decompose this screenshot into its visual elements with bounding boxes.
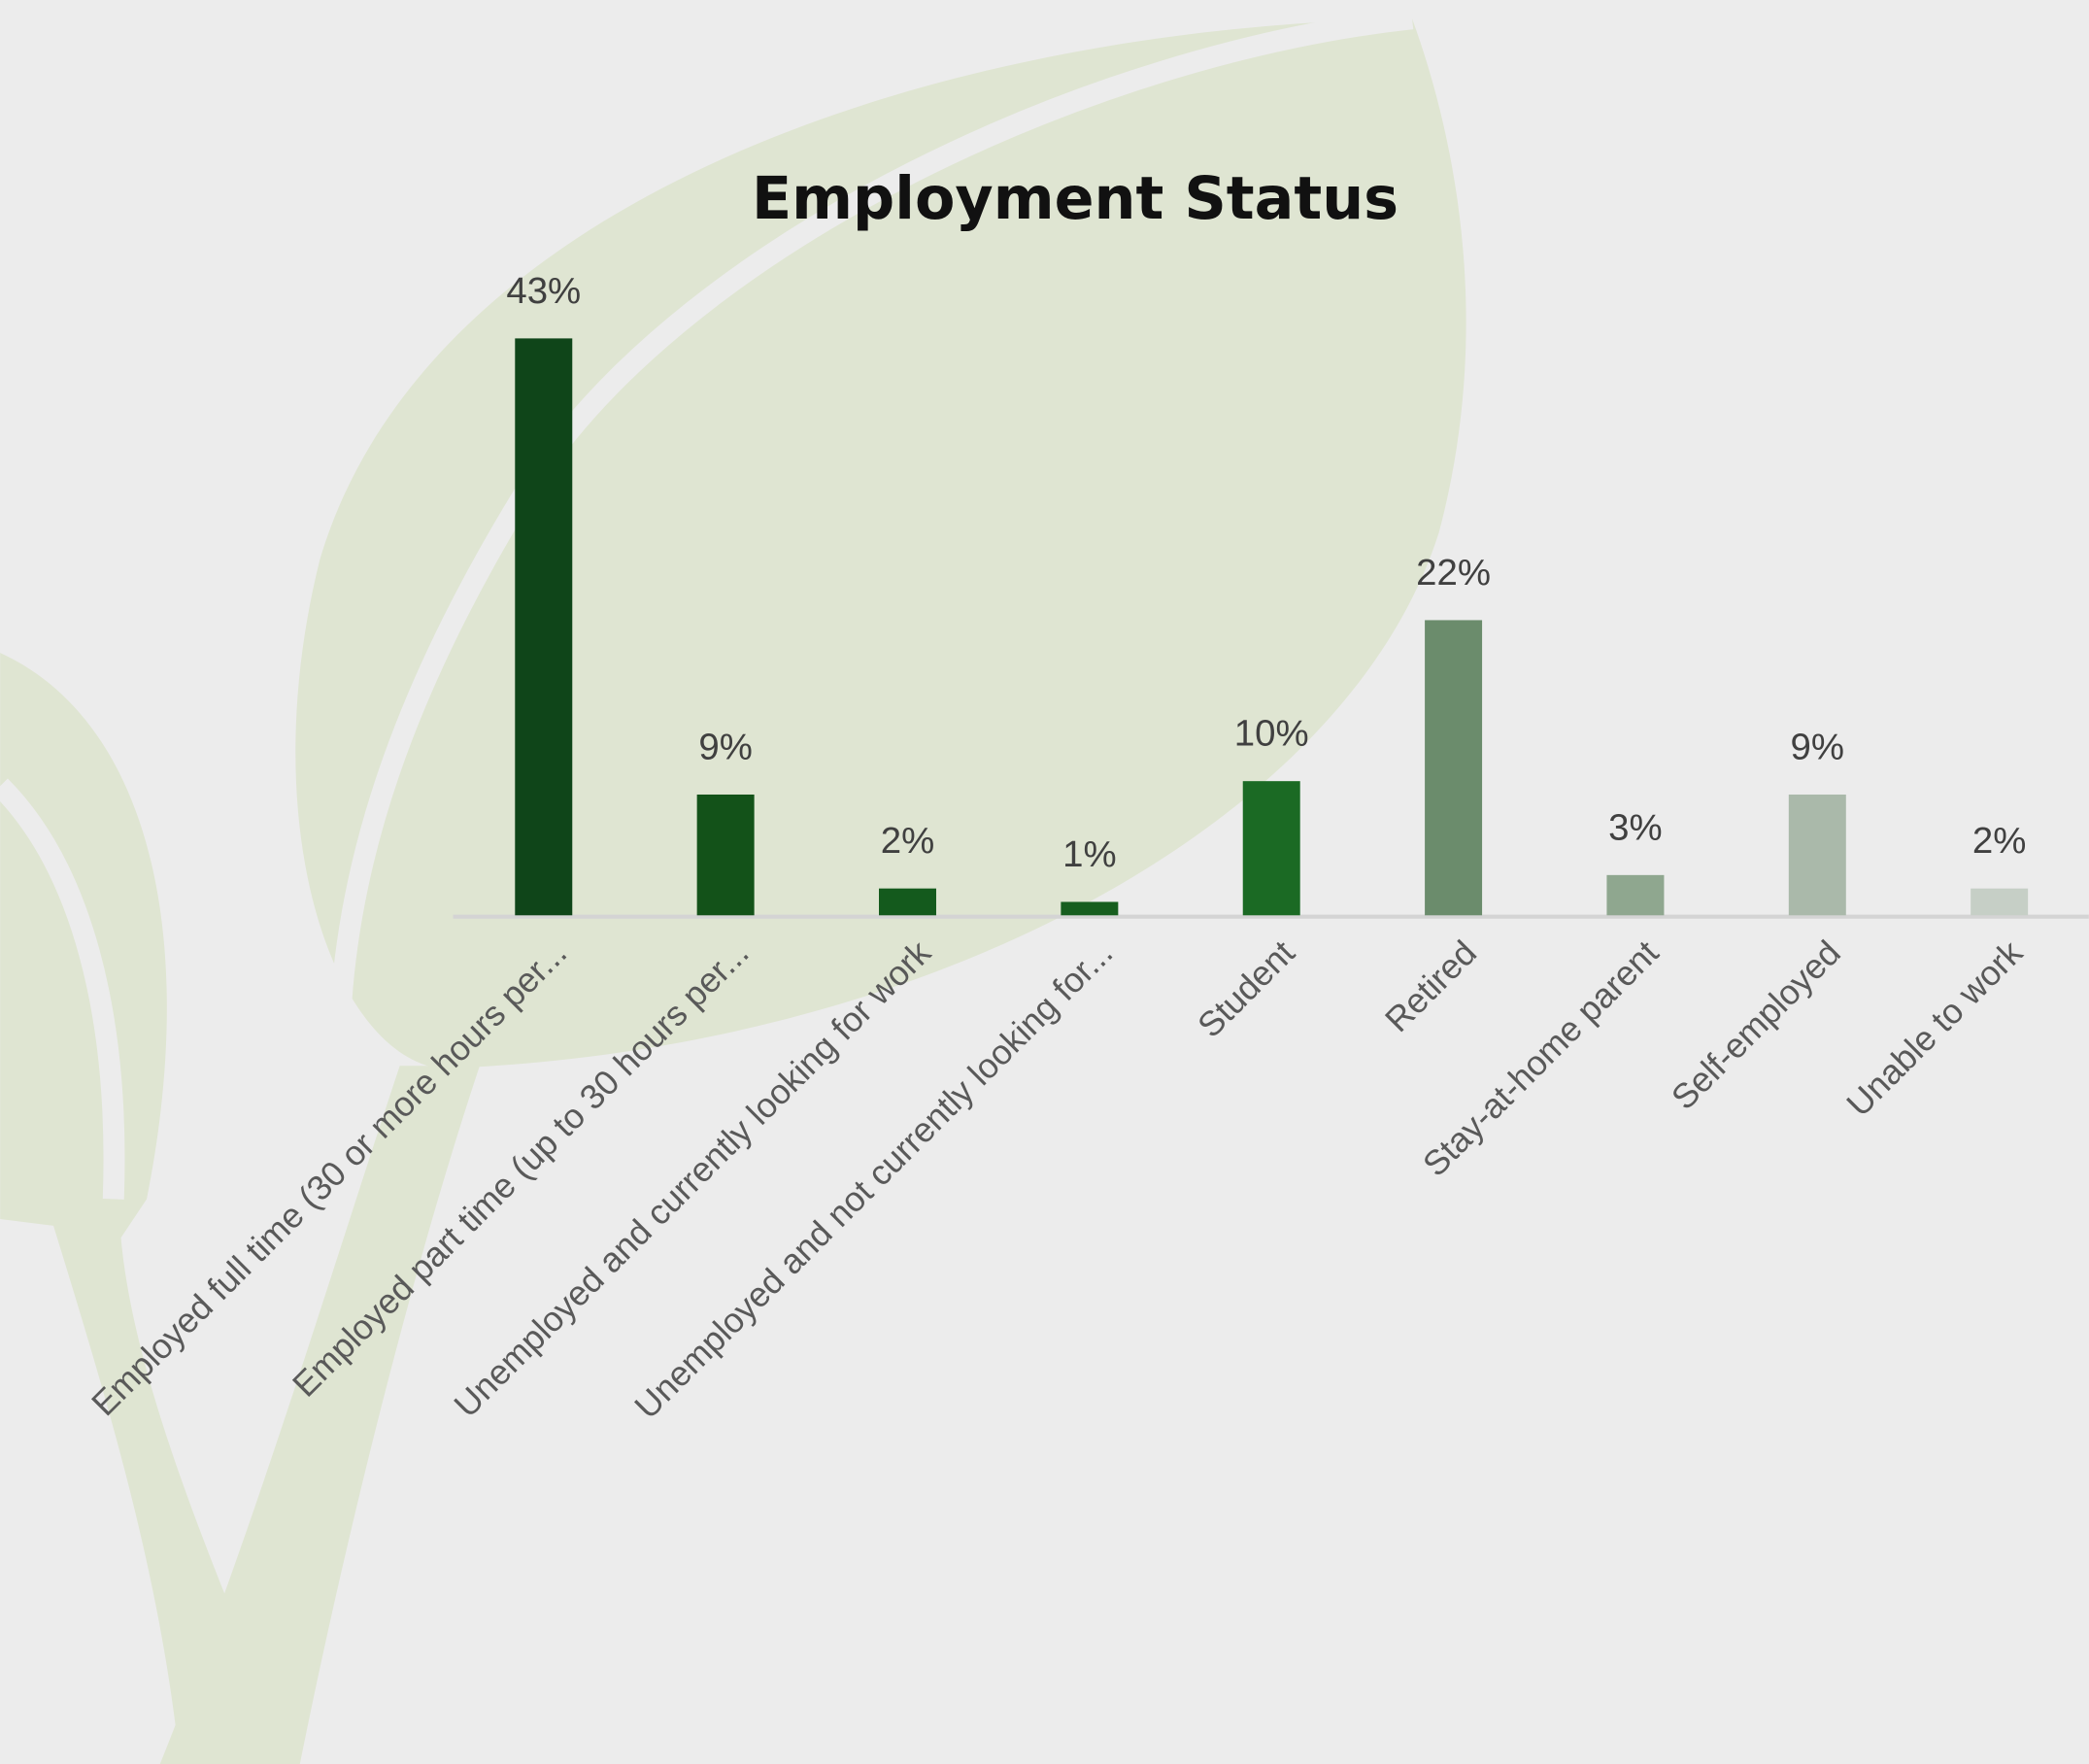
data-label: 2%: [1972, 820, 2027, 862]
bar: [1788, 794, 1846, 916]
data-label: 3%: [1608, 806, 1663, 848]
data-label: 9%: [1791, 726, 1845, 767]
bar: [1606, 874, 1665, 916]
bar: [879, 888, 936, 916]
data-label: 1%: [1062, 833, 1117, 875]
bar: [515, 338, 573, 916]
bar: [696, 794, 755, 916]
leaf-decoration: [0, 18, 1466, 1764]
data-label: 2%: [881, 820, 935, 862]
chart-title: Employment Status: [752, 165, 1398, 233]
leaf-vein: [0, 8, 1414, 1200]
bar: [1242, 781, 1300, 916]
data-label: 43%: [506, 270, 581, 312]
bar: [1425, 620, 1483, 916]
bar: [1971, 888, 2029, 916]
data-label: 10%: [1234, 713, 1309, 755]
data-label: 22%: [1416, 552, 1491, 594]
data-label: 9%: [698, 726, 753, 767]
bar: [1061, 901, 1119, 916]
